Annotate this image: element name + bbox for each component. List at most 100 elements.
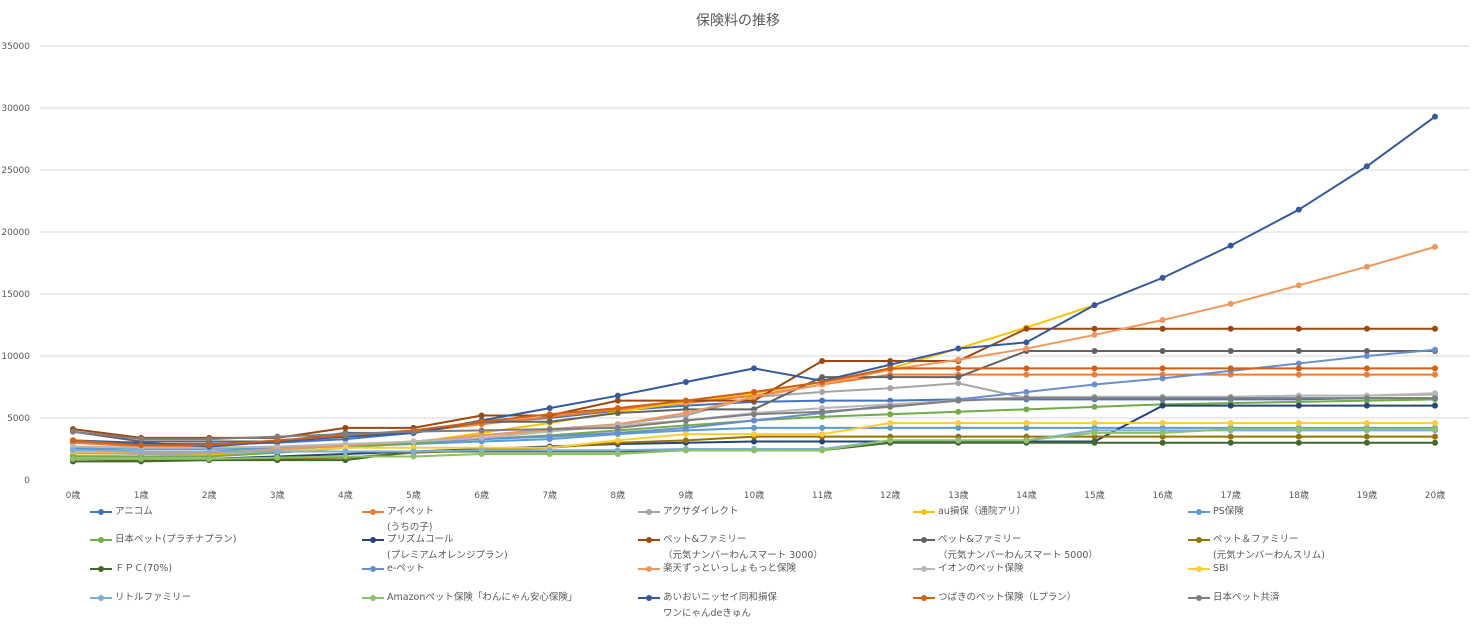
legend-label: au損保（通院アリ） (938, 506, 1026, 517)
data-point (1023, 424, 1030, 431)
data-point (955, 345, 962, 352)
data-point (546, 411, 553, 418)
data-point (1295, 348, 1302, 355)
data-point (955, 397, 962, 404)
legend-label: イオンのペット保険 (938, 563, 1024, 574)
legend-marker-icon (638, 561, 660, 577)
data-point (614, 450, 621, 457)
legend-item[interactable]: 日本ペット共済 (1188, 590, 1280, 606)
data-point (1227, 242, 1234, 249)
y-tick-label: 30000 (1, 104, 30, 114)
data-point (70, 447, 76, 454)
data-point (478, 418, 485, 425)
data-point (1295, 365, 1302, 372)
legend-label: SBI (1213, 563, 1229, 574)
data-point (342, 448, 349, 455)
data-point (546, 405, 553, 412)
legend-item[interactable]: SBI (1188, 561, 1228, 577)
data-point (682, 379, 689, 386)
data-point (1227, 395, 1234, 402)
legend-marker-icon (1188, 561, 1210, 577)
chart-title: 保険料の推移 (696, 13, 780, 29)
legend-item[interactable]: PS保険 (1188, 504, 1244, 520)
legend-item[interactable]: リトルファミリー (90, 590, 191, 606)
x-tick-label: 4歳 (338, 489, 353, 501)
data-point (955, 408, 962, 415)
legend-item[interactable]: アニコム (90, 504, 153, 520)
legend-marker-icon (913, 561, 935, 577)
data-point (1363, 325, 1370, 332)
data-point (1023, 437, 1030, 444)
legend-marker-icon (638, 590, 660, 606)
data-point (819, 431, 826, 438)
data-point (682, 431, 689, 438)
data-point (751, 388, 757, 395)
legend-item[interactable]: アイペット (うちの子) (362, 504, 434, 536)
data-point (70, 455, 76, 462)
data-point (887, 365, 894, 372)
legend-item[interactable]: アクサダイレクト (638, 504, 739, 520)
legend-marker-icon (1188, 504, 1210, 520)
data-point (1159, 402, 1166, 409)
legend-item[interactable]: 日本ペット(プラチナプラン) (90, 532, 236, 548)
data-point (1295, 360, 1302, 367)
data-point (955, 380, 962, 387)
legend-marker-icon (913, 504, 935, 520)
series-lines (70, 113, 1438, 465)
series-19 (70, 395, 1438, 443)
x-tick-label: 2歳 (202, 489, 217, 501)
legend-label: つばきのペット保険（Lプラン） (938, 592, 1077, 603)
data-point (410, 453, 417, 460)
data-point (1159, 348, 1166, 355)
data-point (955, 424, 962, 431)
legend-item[interactable]: au損保（通院アリ） (913, 504, 1026, 520)
legend-label: ペット＆ファミリー (元気ナンバーわんスリム) (1213, 534, 1325, 561)
legend-label: プリズムコール (プレミアムオレンジプラン) (387, 534, 508, 561)
data-point (1432, 346, 1438, 353)
legend-marker-icon (638, 504, 660, 520)
legend-marker-icon (913, 590, 935, 606)
legend-item[interactable]: ペット&ファミリー （元気ナンバーわんスマート 3000） (638, 532, 823, 564)
data-point (819, 438, 826, 445)
data-point (751, 438, 757, 445)
legend-item[interactable]: つばきのペット保険（Lプラン） (913, 590, 1076, 606)
x-tick-label: 19歳 (1357, 489, 1377, 501)
legend-label: あいおいニッセイ同和損保 ワンにゃんdeきゅん (663, 592, 778, 619)
data-point (410, 448, 417, 455)
data-point (274, 433, 281, 440)
x-tick-label: 16歳 (1152, 489, 1172, 501)
data-point (1363, 263, 1370, 270)
data-point (819, 447, 826, 454)
data-point (1091, 419, 1098, 426)
series-18 (70, 365, 1438, 449)
data-point (1363, 439, 1370, 446)
data-point (1091, 403, 1098, 410)
legend-label: 楽天ずっといっしょもっと保険 (663, 563, 797, 574)
data-point (887, 424, 894, 431)
data-point (1227, 365, 1234, 372)
legend-item[interactable]: ペット&ファミリー （元気ナンバーわんスマート 5000） (913, 532, 1098, 564)
legend-item[interactable]: あいおいニッセイ同和損保 ワンにゃんdeきゅん (638, 590, 777, 622)
data-point (1227, 325, 1234, 332)
data-point (1091, 331, 1098, 338)
x-tick-label: 3歳 (270, 489, 285, 501)
data-point (887, 411, 894, 418)
legend-item[interactable]: Amazonペット保険「わんにゃん安心保険」 (362, 590, 577, 606)
x-tick-label: 1歳 (134, 489, 149, 501)
legend-item[interactable]: ＦＰＣ(70%) (90, 561, 172, 577)
data-point (1227, 402, 1234, 409)
legend-item[interactable]: プリズムコール (プレミアムオレンジプラン) (362, 532, 508, 564)
data-point (1363, 426, 1370, 433)
data-point (614, 392, 621, 399)
legend-item[interactable]: 楽天ずっといっしょもっと保険 (638, 561, 796, 577)
legend-item[interactable]: イオンのペット保険 (913, 561, 1024, 577)
legend-item[interactable]: ペット＆ファミリー (元気ナンバーわんスリム) (1188, 532, 1325, 564)
data-point (1159, 365, 1166, 372)
data-point (1091, 429, 1098, 436)
x-tick-label: 20歳 (1425, 489, 1445, 501)
data-point (1023, 339, 1030, 346)
legend-item[interactable]: e-ペット (362, 561, 425, 577)
data-point (478, 434, 485, 441)
data-point (1023, 395, 1030, 402)
data-point (751, 424, 757, 431)
